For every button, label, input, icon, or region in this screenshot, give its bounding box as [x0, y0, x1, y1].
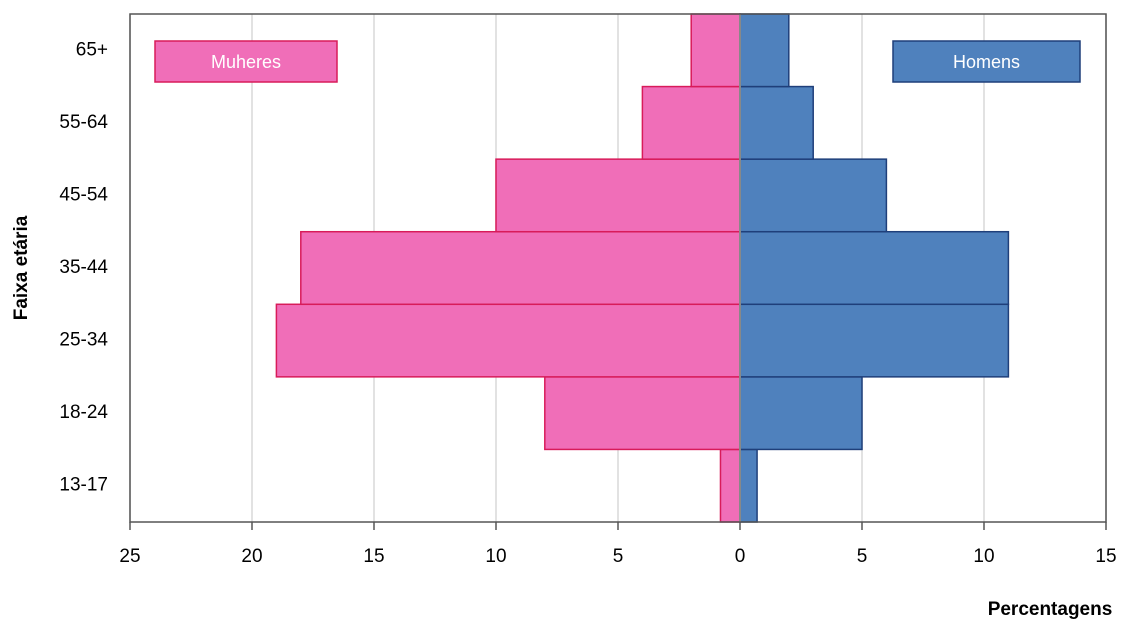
- legend-label: Muheres: [211, 52, 281, 72]
- x-tick-label: 5: [857, 546, 868, 567]
- x-tick-label: 20: [241, 546, 262, 567]
- bar: [739, 376, 863, 451]
- bar: [739, 448, 758, 523]
- x-tick-label: 15: [363, 546, 384, 567]
- bar: [739, 303, 1010, 378]
- x-tick-label: 25: [119, 546, 140, 567]
- x-tick-label: 10: [973, 546, 994, 567]
- y-tick-label: 13-17: [59, 475, 108, 496]
- y-tick-label: 45-54: [59, 184, 108, 205]
- y-tick-label: 35-44: [59, 257, 108, 278]
- legend-swatch: [892, 40, 1081, 83]
- bar: [739, 230, 1010, 306]
- x-tick-label: 10: [485, 546, 506, 567]
- bar: [641, 85, 741, 160]
- y-tick-label: 65+: [76, 39, 108, 60]
- x-tick-label: 5: [613, 546, 624, 567]
- bar: [739, 13, 790, 88]
- legend-label: Homens: [953, 52, 1020, 72]
- x-axis-label: Percentagens: [988, 599, 1113, 620]
- y-axis-label: Faixa etária: [11, 215, 32, 320]
- y-tick-label: 25-34: [59, 330, 108, 351]
- bar: [739, 85, 814, 160]
- plot-frame: [129, 13, 1107, 523]
- legend-swatch: [154, 40, 338, 83]
- y-tick-label: 55-64: [59, 112, 108, 133]
- bar: [719, 448, 741, 523]
- y-tick-label: 18-24: [59, 402, 108, 423]
- x-tick-label: 0: [735, 546, 746, 567]
- bar: [690, 13, 741, 88]
- bar: [300, 230, 741, 306]
- bar: [739, 158, 888, 233]
- bar: [544, 376, 741, 451]
- bar: [495, 158, 741, 233]
- x-tick-label: 15: [1095, 546, 1116, 567]
- bar: [275, 303, 741, 378]
